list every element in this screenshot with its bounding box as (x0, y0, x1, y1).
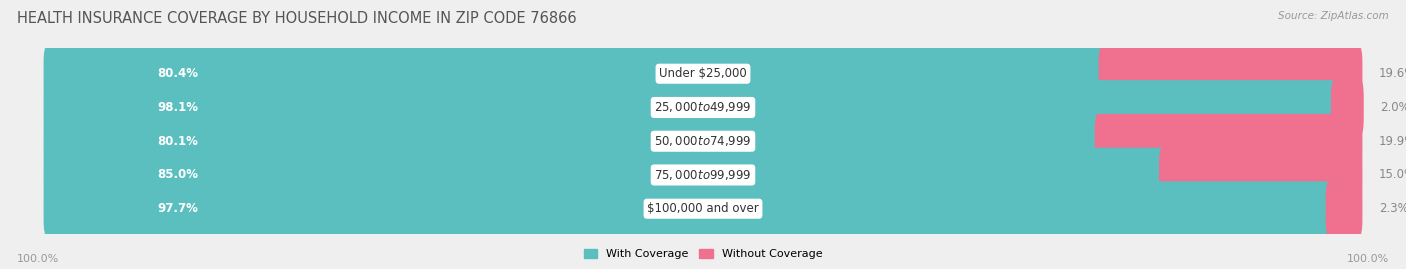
FancyBboxPatch shape (44, 148, 1362, 202)
FancyBboxPatch shape (1331, 80, 1364, 135)
FancyBboxPatch shape (44, 79, 1362, 136)
Text: 97.7%: 97.7% (157, 202, 198, 215)
Text: 2.3%: 2.3% (1379, 202, 1406, 215)
FancyBboxPatch shape (44, 46, 1362, 101)
Text: $50,000 to $74,999: $50,000 to $74,999 (654, 134, 752, 148)
FancyBboxPatch shape (44, 180, 1362, 238)
FancyBboxPatch shape (44, 80, 1362, 135)
FancyBboxPatch shape (44, 148, 1166, 202)
Text: $25,000 to $49,999: $25,000 to $49,999 (654, 101, 752, 115)
Text: Source: ZipAtlas.com: Source: ZipAtlas.com (1278, 11, 1389, 21)
FancyBboxPatch shape (44, 112, 1362, 170)
FancyBboxPatch shape (1159, 148, 1362, 202)
Text: 80.1%: 80.1% (157, 135, 198, 148)
Text: $75,000 to $99,999: $75,000 to $99,999 (654, 168, 752, 182)
FancyBboxPatch shape (44, 146, 1362, 204)
FancyBboxPatch shape (44, 80, 1337, 135)
FancyBboxPatch shape (44, 114, 1101, 169)
Text: 19.6%: 19.6% (1379, 67, 1406, 80)
Text: 85.0%: 85.0% (157, 168, 198, 182)
Text: 19.9%: 19.9% (1379, 135, 1406, 148)
FancyBboxPatch shape (1098, 46, 1362, 101)
Text: 2.0%: 2.0% (1381, 101, 1406, 114)
Text: 98.1%: 98.1% (157, 101, 198, 114)
Text: 100.0%: 100.0% (1347, 254, 1389, 264)
Text: HEALTH INSURANCE COVERAGE BY HOUSEHOLD INCOME IN ZIP CODE 76866: HEALTH INSURANCE COVERAGE BY HOUSEHOLD I… (17, 11, 576, 26)
Text: 15.0%: 15.0% (1379, 168, 1406, 182)
FancyBboxPatch shape (44, 181, 1362, 236)
FancyBboxPatch shape (44, 46, 1105, 101)
Text: Under $25,000: Under $25,000 (659, 67, 747, 80)
Legend: With Coverage, Without Coverage: With Coverage, Without Coverage (579, 244, 827, 263)
FancyBboxPatch shape (44, 45, 1362, 102)
FancyBboxPatch shape (1095, 114, 1362, 169)
FancyBboxPatch shape (1326, 181, 1362, 236)
FancyBboxPatch shape (44, 114, 1362, 169)
Text: 80.4%: 80.4% (157, 67, 198, 80)
FancyBboxPatch shape (44, 181, 1333, 236)
Text: $100,000 and over: $100,000 and over (647, 202, 759, 215)
Text: 100.0%: 100.0% (17, 254, 59, 264)
